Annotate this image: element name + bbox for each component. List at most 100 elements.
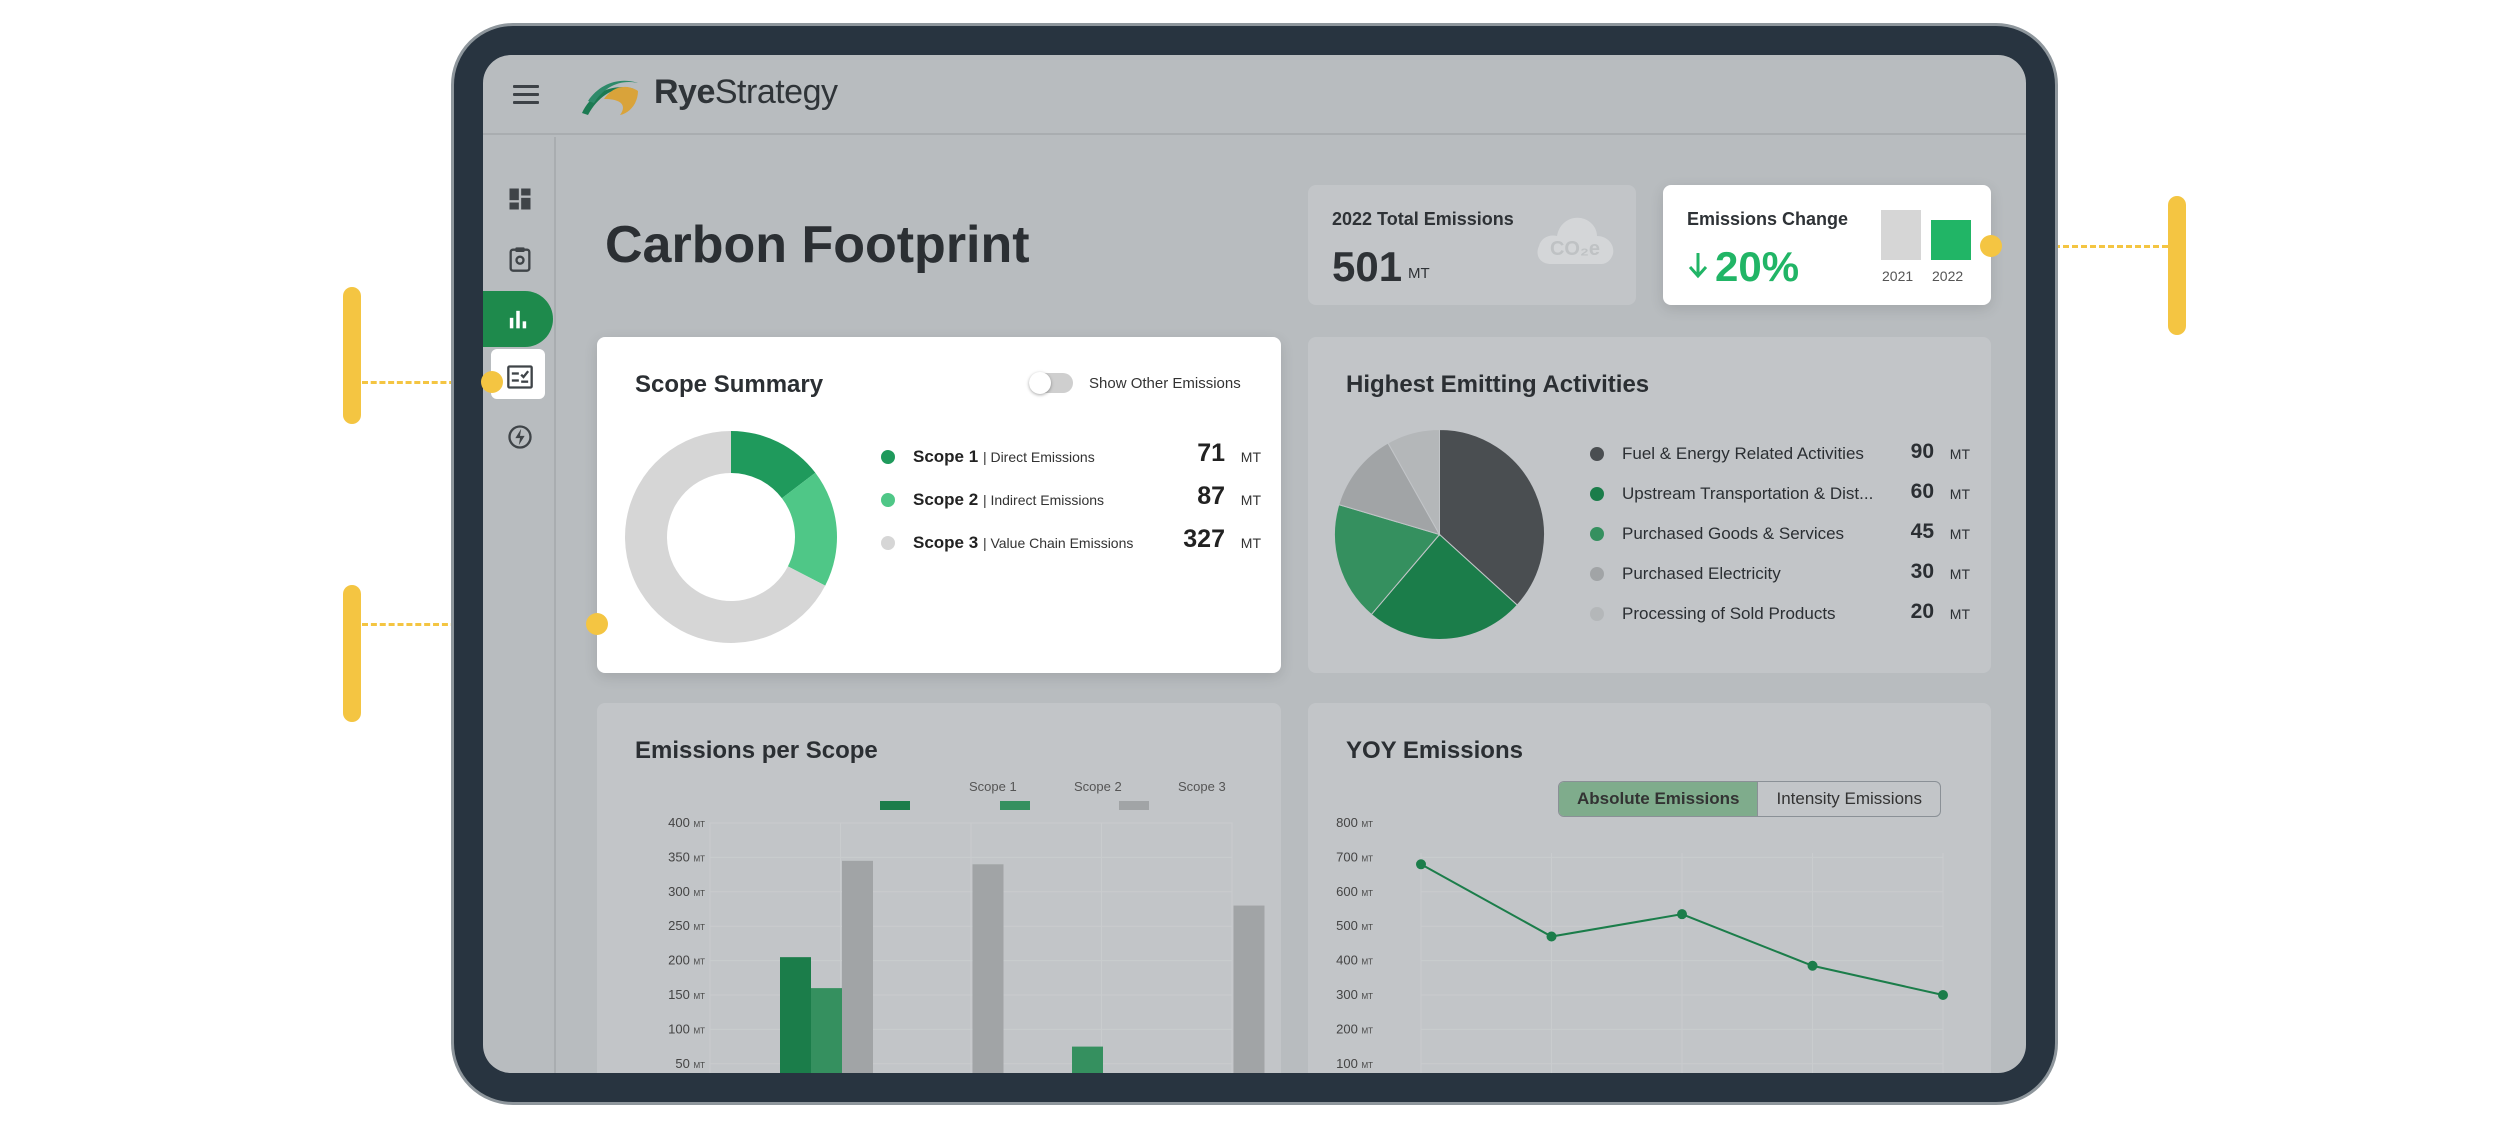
arrow-down-icon [1688,253,1708,279]
activity-2-name: Upstream Transportation & Dist... [1622,484,1874,503]
yoy-y-tick-unit: MT [1361,1061,1373,1070]
eps-y-tick-unit: MT [693,889,705,898]
yoy-y-tick-unit: MT [1361,958,1373,967]
show-other-emissions-toggle[interactable] [1029,372,1073,394]
eps-y-tick-unit: MT [693,820,705,829]
activity-4-dot [1590,567,1604,581]
co2-icon-text: CO₂e [1550,238,1600,260]
pie-slice-4 [1338,442,1441,536]
yoy-y-tick: 500 MT [1336,918,1373,933]
donut-slice-1 [731,431,816,499]
scope-2-unit: MT [1240,492,1261,508]
scope-3-label: Scope 3 [913,533,979,552]
eps-bar [972,864,1004,1073]
scope-3-dot [881,536,895,550]
sidebar-item-energy[interactable] [483,409,556,465]
eps-y-tick: 200 MT [668,953,705,968]
clipboard-icon [509,247,530,272]
scope-2-label: Scope 2 [913,490,979,509]
eps-bar [1233,905,1265,1073]
yoy-y-tick: 600 MT [1336,884,1373,899]
logo-icon [582,80,638,115]
activities-pie-chart [1334,428,1545,640]
pie-slice-5 [1387,428,1440,537]
yoy-y-tick: 300 MT [1336,987,1373,1002]
yoy-y-tick-unit: MT [1361,992,1373,1001]
show-other-emissions-label: Show Other Emissions [1089,375,1241,392]
yoy-point-4 [1807,960,1818,971]
eps-y-tick: 400 MT [668,815,705,830]
activity-5-unit: MT [1949,606,1970,622]
yoy-y-tick-unit: MT [1361,923,1373,932]
eps-y-tick-unit: MT [693,923,705,932]
top-bar: RyeStrategy [483,55,2026,135]
eps-bar [842,860,873,1073]
pie-slice-2 [1370,533,1518,640]
sidebar-item-analytics[interactable] [483,291,553,347]
yoy-y-tick: 200 MT [1336,1021,1373,1036]
eps-bar [811,988,842,1073]
yoy-point-1 [1416,859,1426,870]
emissions-change-value: 20% [1715,243,1800,290]
toggle-knob [1029,372,1051,394]
yoy-y-tick-unit: MT [1361,1026,1373,1035]
emissions-change-label: Emissions Change [1687,209,1849,229]
eps-y-tick-unit: MT [693,1026,705,1035]
eps-y-tick: 100 MT [668,1021,705,1036]
activity-4-unit: MT [1949,566,1970,582]
page-title: Carbon Footprint [605,216,1030,274]
eps-y-tick-unit: MT [693,958,705,967]
sidebar [483,137,556,1073]
activity-2-value: 60 [1910,480,1934,503]
callout-dot-right [1980,235,2002,257]
change-year-2021: 2021 [1882,268,1914,284]
total-emissions-unit: MT [1408,265,1430,282]
yoy-y-tick: 400 MT [1336,953,1373,968]
sidebar-item-tasks[interactable] [483,231,556,287]
yoy-y-tick-unit: MT [1361,820,1373,829]
activity-1-name: Fuel & Energy Related Activities [1622,444,1864,463]
scope-row-3: Scope 3 | Value Chain Emissions 327 MT [881,525,1261,556]
donut-slice-3 [625,431,826,643]
yoy-y-tick: 100 MT [1336,1056,1373,1071]
eps-y-tick: 150 MT [668,987,705,1002]
eps-y-tick: 50 MT [675,1056,705,1071]
scope-1-unit: MT [1240,449,1261,465]
change-bar-2022 [1931,220,1971,260]
activity-4-name: Purchased Electricity [1622,564,1781,583]
emissions-per-scope-chart: 400 MT 350 MT 300 MT 250 MT 200 MT 150 MT 100 … [668,815,1265,1073]
activity-1-value: 90 [1910,440,1934,463]
activity-3-value: 45 [1910,520,1934,543]
pie-slice-3 [1334,504,1441,616]
scope-row-2: Scope 2 | Indirect Emissions 87 MT [881,482,1261,513]
yoy-y-tick: 700 MT [1336,849,1373,864]
tab-absolute-emissions[interactable]: Absolute Emissions [1559,782,1759,816]
report-checklist-icon [506,365,533,389]
scope-2-sub: | Indirect Emissions [982,492,1105,508]
eps-y-tick: 350 MT [668,849,705,864]
brand-light: Strategy [714,73,838,111]
hamburger-menu-icon[interactable] [513,85,539,105]
total-emissions-value: 501 [1332,243,1403,290]
activity-3-unit: MT [1949,526,1970,542]
co2-cloud-icon: CO₂e [1537,217,1614,264]
activity-4-value: 30 [1910,560,1934,583]
activity-row-5: Processing of Sold Products 20 MT [1590,600,1970,627]
sidebar-item-dashboard[interactable] [483,171,556,227]
dashboard-icon [509,188,530,210]
activity-5-dot [1590,607,1604,621]
tab-intensity-emissions[interactable]: Intensity Emissions [1776,789,1922,808]
change-bar-2021 [1881,210,1921,260]
callout-dot-left-bottom [586,613,608,635]
yoy-point-2 [1546,931,1557,942]
activity-1-dot [1590,447,1604,461]
callout-bar-right [2168,196,2186,335]
brand-name: RyeStrategy [654,73,838,112]
scope-3-unit: MT [1240,535,1261,551]
eps-legend-swatch-2 [1000,801,1030,810]
yoy-y-tick-unit: MT [1361,889,1373,898]
eps-y-tick-unit: MT [693,1061,705,1070]
eps-bar [780,957,811,1073]
scope-summary-card: Scope Summary Show Other Emissions Scope… [597,337,1281,673]
